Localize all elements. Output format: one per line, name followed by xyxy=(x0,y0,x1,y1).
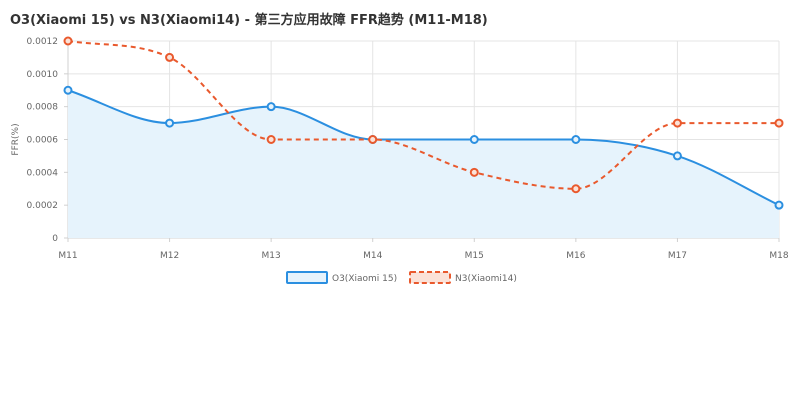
data-point-series-1[interactable] xyxy=(165,52,175,62)
series-area-0 xyxy=(68,90,779,238)
x-tick-label: M16 xyxy=(566,251,585,261)
y-axis-title: FFR(%) xyxy=(11,123,21,155)
y-tick-label: 0 xyxy=(52,234,58,244)
legend-label: O3(Xiaomi 15) xyxy=(332,274,397,284)
data-point-series-0[interactable] xyxy=(165,118,175,128)
x-tick-label: M18 xyxy=(769,251,788,261)
legend-swatch xyxy=(286,271,328,284)
data-point-series-1[interactable] xyxy=(469,167,479,177)
data-point-series-0[interactable] xyxy=(672,151,682,161)
data-point-series-1[interactable] xyxy=(571,184,581,194)
y-tick-label: 0.0012 xyxy=(27,37,59,47)
x-tick-label: M15 xyxy=(465,251,484,261)
x-tick-label: M11 xyxy=(58,251,77,261)
legend-swatch xyxy=(409,271,451,284)
series-layer xyxy=(63,36,784,238)
series-line-1 xyxy=(67,40,779,190)
data-point-series-0[interactable] xyxy=(63,85,73,95)
x-tick-label: M12 xyxy=(160,251,179,261)
data-point-series-0[interactable] xyxy=(571,135,581,144)
y-tick-label: 0.0006 xyxy=(27,136,59,146)
data-point-series-1[interactable] xyxy=(774,118,784,128)
legend[interactable]: O3(Xiaomi 15) N3(Xiaomi14) xyxy=(286,271,517,284)
data-point-series-1[interactable] xyxy=(368,135,378,144)
y-tick-label: 0.0002 xyxy=(27,201,59,211)
legend-item-1[interactable]: N3(Xiaomi14) xyxy=(409,271,517,284)
legend-item-0[interactable]: O3(Xiaomi 15) xyxy=(286,271,397,284)
data-point-series-0[interactable] xyxy=(266,102,276,112)
y-tick-label: 0.0004 xyxy=(27,168,59,178)
x-tick-label: M13 xyxy=(262,251,281,261)
legend-label: N3(Xiaomi14) xyxy=(455,274,517,284)
y-tick-label: 0.0010 xyxy=(27,70,59,80)
data-point-series-0[interactable] xyxy=(469,135,479,144)
y-tick-label: 0.0008 xyxy=(27,103,59,113)
series-line-0 xyxy=(67,89,780,207)
chart-title: O3(Xiaomi 15) vs N3(Xiaomi14) - 第三方应用故障 … xyxy=(10,13,488,28)
x-tick-label: M17 xyxy=(668,251,687,261)
data-point-series-1[interactable] xyxy=(266,135,276,144)
data-point-series-1[interactable] xyxy=(672,118,682,128)
data-point-series-1[interactable] xyxy=(63,36,73,46)
x-tick-label: M14 xyxy=(363,251,382,261)
data-point-series-0[interactable] xyxy=(774,200,784,210)
